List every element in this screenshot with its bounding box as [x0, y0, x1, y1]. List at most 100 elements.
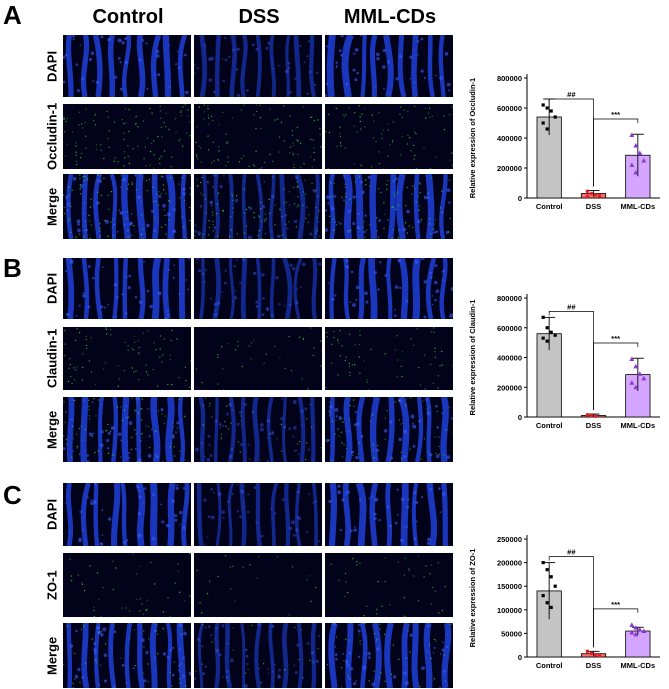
data-point: [549, 109, 553, 113]
data-point: [589, 191, 594, 196]
row-label-b-dapi: DAPI: [44, 272, 60, 305]
data-point: [641, 628, 647, 634]
x-tick-label: DSS: [586, 661, 601, 670]
column-header-control: Control: [92, 6, 164, 28]
chart-occludin-1: 0 200000 400000 600000 800000 Relative expres…: [468, 74, 660, 211]
y-tick-label: 0: [518, 194, 522, 203]
row-label-b-claudin: Claudin-1: [44, 328, 60, 389]
panel-letter-c: C: [3, 480, 22, 510]
column-header-mml-cds: MML-CDs: [343, 6, 437, 28]
micrograph-a-marker-control: [63, 104, 191, 169]
micrograph-a-marker-mml-cds: [325, 104, 453, 169]
x-tick-label: DSS: [586, 202, 601, 211]
data-point: [633, 363, 639, 369]
y-tick-label: 800000: [497, 74, 522, 83]
data-point: [549, 605, 553, 610]
data-point: [545, 339, 549, 343]
column-header-dss: DSS: [238, 6, 280, 28]
y-tick-label: 400000: [497, 134, 522, 143]
micrograph-c-dapi-dss: [194, 483, 322, 546]
micrograph-c-merge-dss: [194, 623, 322, 688]
data-point: [585, 412, 590, 417]
x-tick-label: Control: [536, 421, 563, 430]
micrograph-a-merge-mml-cds: [325, 174, 453, 239]
y-tick-label: 100000: [497, 606, 522, 615]
y-tick-label: 0: [518, 653, 522, 662]
data-point: [549, 575, 553, 579]
y-axis-label: Relative expression of ZO-1: [468, 549, 477, 648]
micrograph-c-marker-control: [63, 553, 191, 617]
data-point: [629, 629, 635, 635]
data-point: [629, 622, 635, 627]
x-tick-label: DSS: [586, 421, 601, 430]
micrograph-b-merge-dss: [194, 397, 322, 462]
y-tick-label: 600000: [497, 104, 522, 113]
data-point: [585, 649, 590, 654]
significance-label: ***: [611, 334, 620, 343]
data-point: [549, 330, 553, 334]
data-point: [589, 413, 594, 418]
data-point: [545, 106, 549, 110]
significance-bracket: [593, 342, 639, 411]
data-point: [585, 194, 590, 199]
data-point: [597, 653, 602, 658]
y-tick-label: 50000: [501, 629, 522, 638]
data-point: [637, 150, 643, 155]
y-tick-label: 800000: [497, 294, 522, 303]
data-point: [545, 326, 549, 330]
micrograph-c-marker-mml-cds: [325, 553, 453, 617]
data-point: [633, 625, 639, 630]
data-point: [629, 356, 635, 361]
data-point: [553, 584, 557, 588]
data-point: [553, 333, 557, 337]
micrograph-c-marker-dss: [194, 553, 322, 617]
data-point: [541, 121, 545, 125]
data-point: [585, 189, 590, 194]
y-tick-label: 200000: [497, 383, 522, 392]
x-tick-label: Control: [536, 661, 563, 670]
data-point: [541, 103, 545, 107]
panel-letter-a: A: [3, 0, 22, 30]
chart-claudin-1: 0 200000 400000 600000 800000 Relative expres…: [468, 294, 660, 430]
y-tick-label: 150000: [497, 582, 522, 591]
micrograph-a-marker-dss: [194, 104, 322, 169]
data-point: [593, 652, 598, 657]
significance-label: ***: [611, 600, 620, 609]
data-point: [545, 568, 549, 572]
data-point: [541, 336, 545, 340]
data-point: [633, 170, 639, 175]
significance-label: ***: [611, 110, 620, 119]
data-point: [597, 193, 602, 198]
y-axis-label: Relative expression of Claudin-1: [468, 300, 477, 416]
micrograph-a-dapi-mml-cds: [325, 35, 453, 97]
data-point: [593, 193, 598, 197]
row-label-c-dapi: DAPI: [44, 498, 60, 531]
micrograph-b-dapi-control: [63, 258, 191, 319]
data-point: [633, 143, 639, 148]
significance-label: ##: [567, 302, 576, 311]
micrograph-b-marker-mml-cds: [325, 327, 453, 390]
row-label-c-zo1: ZO-1: [44, 570, 60, 600]
x-tick-label: MML-CDs: [621, 421, 656, 430]
chart-zo-1: 0 50000 100000 150000 200000 250000 Relative e…: [468, 535, 660, 670]
micrograph-c-merge-mml-cds: [325, 623, 453, 688]
micrograph-b-merge-control: [63, 397, 191, 462]
significance-label: ##: [567, 548, 576, 557]
data-point: [541, 594, 545, 598]
data-point: [545, 127, 549, 131]
data-point: [637, 627, 643, 632]
data-point: [553, 115, 557, 119]
data-point: [589, 651, 594, 656]
bar-mml-cds: [625, 630, 651, 658]
y-tick-label: 250000: [497, 535, 522, 544]
data-point: [629, 162, 635, 167]
data-point: [633, 631, 639, 637]
row-label-b-merge: Merge: [44, 410, 60, 449]
micrograph-a-merge-dss: [194, 174, 322, 239]
significance-bracket: [593, 118, 639, 187]
y-tick-label: 0: [518, 413, 522, 422]
significance-bracket: [593, 608, 639, 648]
significance-bracket: [548, 556, 594, 648]
micrograph-c-merge-control: [63, 623, 191, 688]
data-point: [629, 380, 635, 385]
